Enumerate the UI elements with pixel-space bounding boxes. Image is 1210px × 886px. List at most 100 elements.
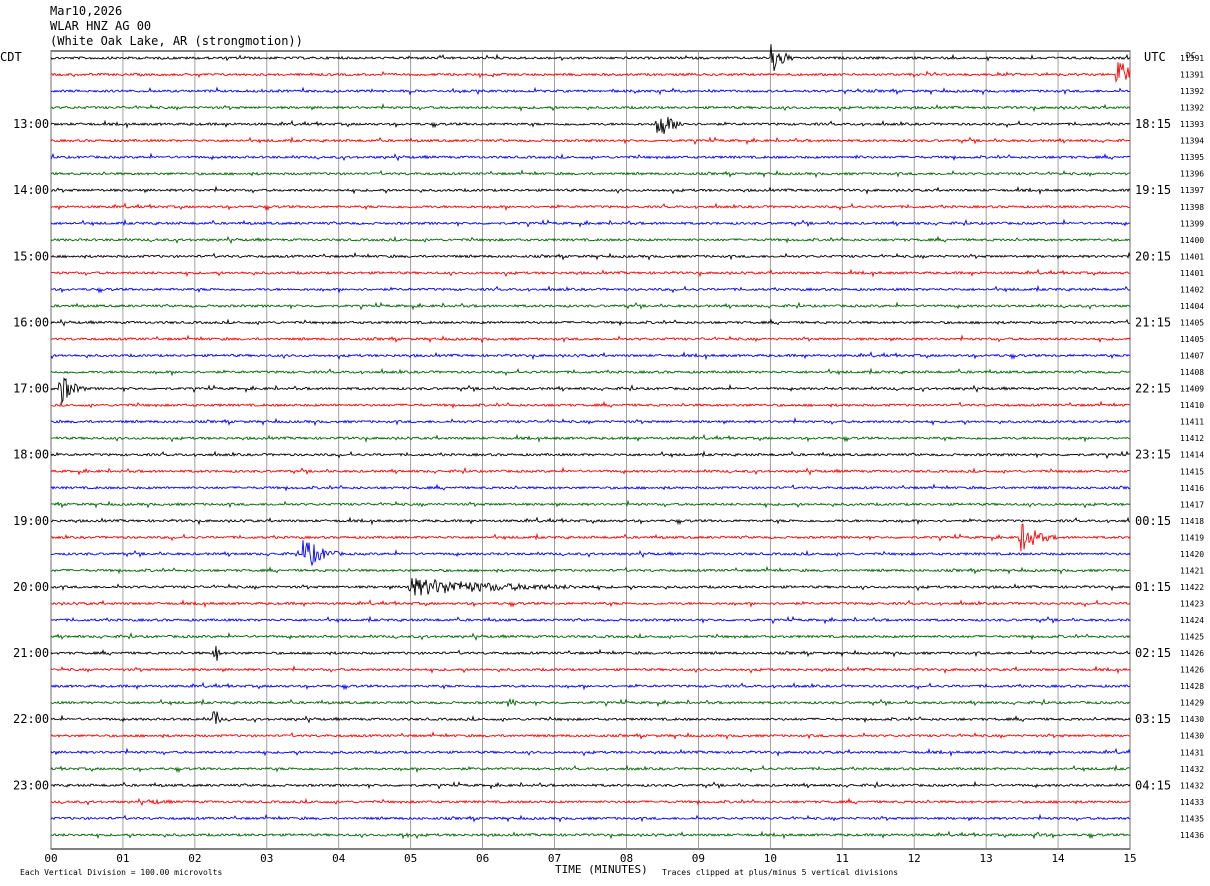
left-hour-label: 17:00 [13, 382, 49, 396]
left-hour-label: 18:00 [13, 448, 49, 462]
seismic-trace [50, 218, 1131, 228]
footer-clip-note: Traces clipped at plus/minus 5 vertical … [662, 868, 898, 877]
seismic-trace [50, 62, 1131, 83]
plot-frame [50, 50, 1131, 850]
trace-group [50, 44, 1131, 840]
footer-scale-note: Each Vertical Division = 100.00 microvol… [20, 868, 222, 877]
seismic-trace [50, 351, 1131, 361]
x-tick-label: 13 [980, 852, 993, 865]
left-hour-label: 16:00 [13, 315, 49, 329]
x-tick-label: 07 [548, 852, 561, 865]
dc-offset-label: 11412 [1180, 434, 1204, 443]
seismic-trace [50, 578, 1131, 596]
seismic-trace [50, 540, 1131, 567]
seismic-trace [50, 433, 1131, 443]
dc-offset-label: 11424 [1180, 616, 1204, 625]
dc-offset-label: 11432 [1180, 765, 1204, 774]
x-tick-label: 08 [620, 852, 633, 865]
dc-offset-label: 11409 [1180, 385, 1204, 394]
seismic-trace [50, 301, 1131, 311]
x-tick-label: 03 [260, 852, 273, 865]
header-location: (White Oak Lake, AR (strongmotion)) [50, 34, 303, 48]
seismic-trace [50, 235, 1131, 245]
x-tick-label: 04 [332, 852, 346, 865]
left-hour-label: 23:00 [13, 778, 49, 792]
right-hour-label: 01:15 [1135, 580, 1171, 594]
seismic-trace [50, 44, 1131, 72]
dc-offset-label: 11399 [1180, 219, 1204, 228]
dc-offset-label: 11394 [1180, 137, 1204, 146]
dc-offset-label: 11411 [1180, 418, 1204, 427]
seismic-trace [50, 251, 1131, 261]
dc-offset-label: 11396 [1180, 170, 1204, 179]
x-tick-label: 12 [908, 852, 921, 865]
time-grid [50, 50, 1131, 850]
header-date: Mar10,2026 [50, 4, 123, 18]
dc-offset-label: 11423 [1180, 599, 1204, 608]
seismic-trace [50, 764, 1131, 774]
dc-offset-label: 11416 [1180, 484, 1204, 493]
dc-offset-label: 11401 [1180, 269, 1204, 278]
seismic-trace [50, 202, 1131, 212]
dc-offset-label: 11420 [1180, 550, 1204, 559]
dc-offset-label: 11408 [1180, 368, 1204, 377]
dc-offset-label: 11398 [1180, 203, 1204, 212]
seismic-trace [50, 284, 1131, 294]
seismic-trace [50, 516, 1131, 526]
seismic-trace [50, 731, 1131, 741]
x-tick-label: 02 [188, 852, 201, 865]
dc-offset-label: 11402 [1180, 285, 1204, 294]
dc-offset-label: 11430 [1180, 715, 1204, 724]
dc-offset-label: 11429 [1180, 699, 1204, 708]
left-hour-label: 20:00 [13, 580, 49, 594]
seismic-trace [50, 416, 1131, 427]
x-tick-label: 14 [1051, 852, 1065, 865]
seismic-trace [50, 185, 1131, 195]
dc-offset-label: 11407 [1180, 352, 1204, 361]
dc-offset-label: 11431 [1180, 748, 1204, 757]
x-tick-label: 06 [476, 852, 489, 865]
left-hour-label: 14:00 [13, 183, 49, 197]
dc-offset-label: 11405 [1180, 335, 1204, 344]
seismic-trace [50, 116, 1131, 134]
dc-offset-label: 11425 [1180, 633, 1204, 642]
left-tz-label: CDT [0, 50, 22, 64]
dc-offset-label: 11397 [1180, 186, 1204, 195]
right-hour-label: 02:15 [1135, 646, 1171, 660]
dc-offset-label: 11433 [1180, 798, 1204, 807]
right-hour-label: 22:15 [1135, 382, 1171, 396]
right-tz-label: UTC [1144, 50, 1166, 64]
seismic-trace [50, 367, 1131, 377]
seismic-trace [50, 797, 1131, 807]
dc-offset-label: 11415 [1180, 467, 1204, 476]
dc-offset-label: 11393 [1180, 120, 1204, 129]
seismic-trace [50, 615, 1131, 625]
dc-offset-label: 11419 [1180, 533, 1204, 542]
right-hour-label: 00:15 [1135, 514, 1171, 528]
dc-label: DC [1186, 51, 1196, 60]
right-hour-label: 18:15 [1135, 117, 1171, 131]
seismic-trace [50, 681, 1131, 691]
seismic-trace [50, 136, 1131, 146]
dc-offset-label: 11401 [1180, 252, 1204, 261]
x-tick-label: 05 [404, 852, 417, 865]
dc-offset-label: 11426 [1180, 649, 1204, 658]
x-tick-label: 10 [764, 852, 777, 865]
dc-offset-label: 11410 [1180, 401, 1204, 410]
seismic-trace [50, 813, 1131, 823]
seismic-trace [50, 102, 1131, 113]
dc-offset-label: 11430 [1180, 732, 1204, 741]
seismic-trace [50, 631, 1131, 641]
seismic-trace [50, 646, 1131, 661]
dc-offset-label: 11414 [1180, 451, 1204, 460]
right-hour-label: 21:15 [1135, 315, 1171, 329]
left-hour-label: 22:00 [13, 712, 49, 726]
dc-offset-label: 11421 [1180, 566, 1204, 575]
dc-offset-label: 11404 [1180, 302, 1204, 311]
seismic-trace [50, 697, 1131, 708]
seismic-trace [50, 169, 1131, 179]
left-hour-label: 21:00 [13, 646, 49, 660]
dc-offset-label: 11392 [1180, 87, 1204, 96]
dc-offset-label: 11418 [1180, 517, 1204, 526]
